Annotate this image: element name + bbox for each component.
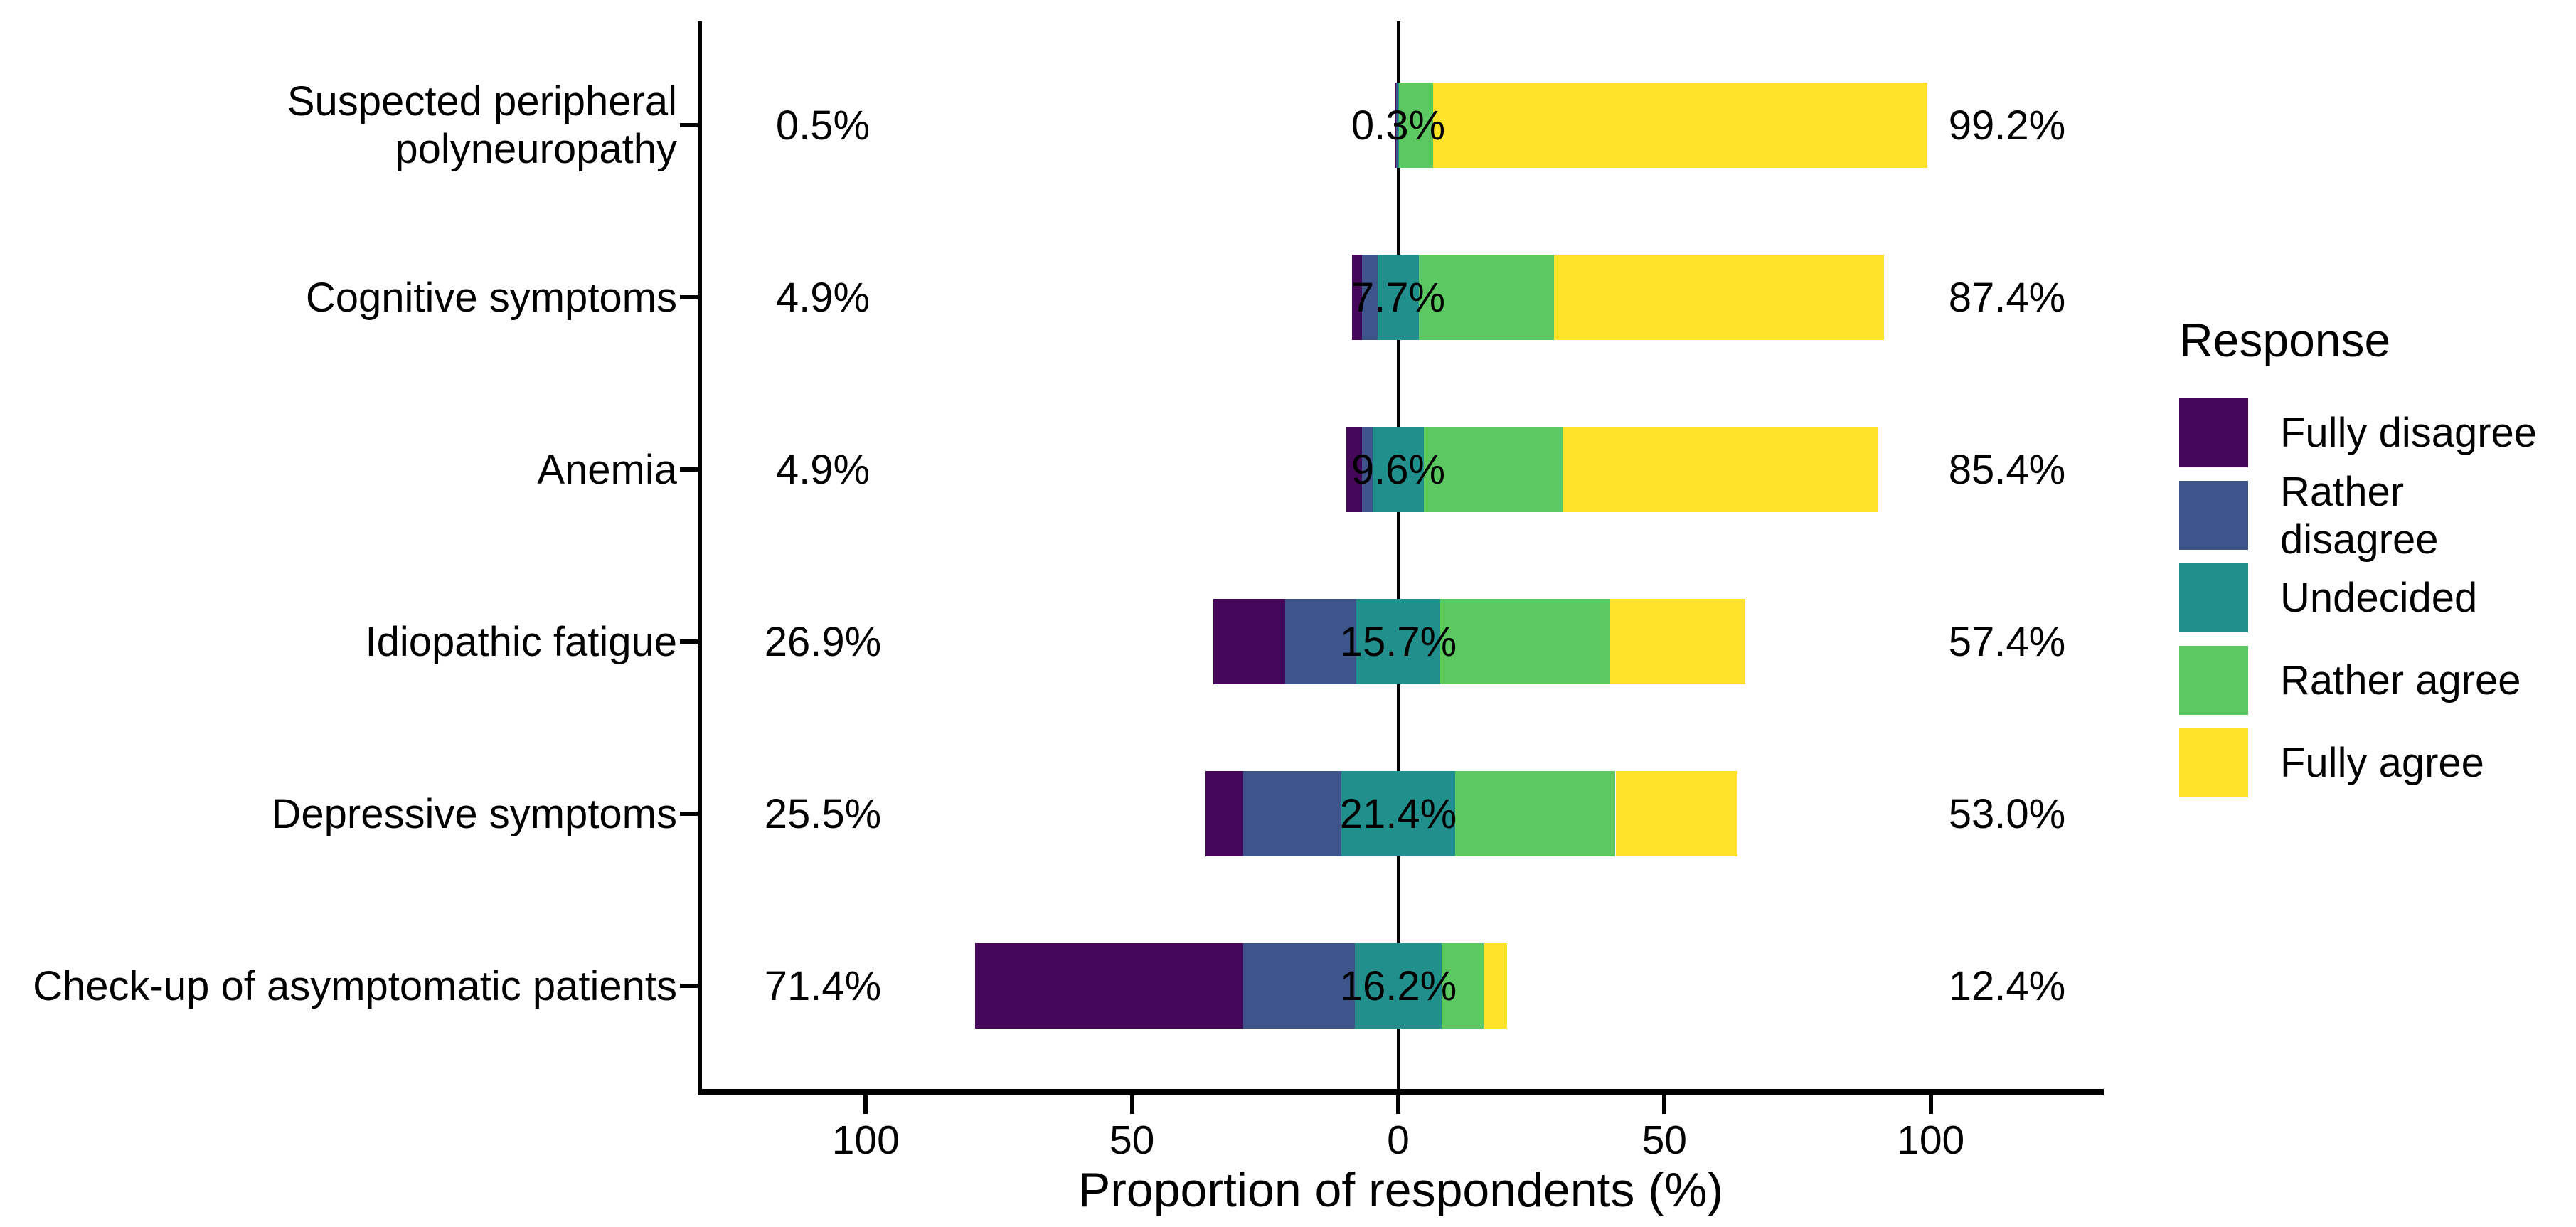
bar-segment-fully-disagree bbox=[974, 943, 1244, 1029]
right-total-label: 12.4% bbox=[1948, 962, 2066, 1009]
category-label: Idiopathic fatigue bbox=[365, 618, 677, 665]
right-total-label: 99.2% bbox=[1948, 102, 2066, 149]
undecided-label: 16.2% bbox=[1339, 962, 1457, 1009]
bar-segment-fully-disagree bbox=[1395, 83, 1397, 168]
bar-segment-undecided bbox=[1356, 599, 1440, 684]
bar-segment-fully-disagree bbox=[1351, 255, 1362, 340]
bar-segment-rather-agree bbox=[1441, 943, 1484, 1029]
category-label: Depressive symptoms bbox=[271, 790, 677, 837]
bar-segment-rather-agree bbox=[1399, 83, 1433, 168]
bar-segment-fully-disagree bbox=[1205, 771, 1244, 856]
category-label: Anemia bbox=[537, 446, 677, 493]
undecided-label: 21.4% bbox=[1339, 790, 1457, 837]
bar-segment-rather-disagree bbox=[1243, 943, 1356, 1029]
bar-segment-rather-disagree bbox=[1396, 83, 1398, 168]
bar-segment-undecided bbox=[1378, 255, 1419, 340]
legend-swatch-fully-agree bbox=[2179, 728, 2248, 797]
bar-segment-fully-agree bbox=[1563, 427, 1879, 512]
right-total-label: 87.4% bbox=[1948, 274, 2066, 321]
legend-label-fully-agree: Fully agree bbox=[2280, 740, 2484, 786]
bar-segment-rather-disagree bbox=[1362, 427, 1373, 512]
zero-reference-line bbox=[1397, 21, 1400, 1092]
y-axis-tick bbox=[680, 812, 698, 816]
y-axis-tick bbox=[680, 984, 698, 988]
bar-segment-fully-agree bbox=[1615, 771, 1737, 856]
bar-segment-rather-disagree bbox=[1284, 599, 1357, 684]
category-label: Check-up of asymptomatic patients bbox=[33, 962, 677, 1009]
left-total-label: 25.5% bbox=[764, 790, 882, 837]
bar-segment-rather-agree bbox=[1423, 427, 1563, 512]
bar-segment-fully-agree bbox=[1554, 255, 1885, 340]
legend-swatch-rather-disagree bbox=[2179, 481, 2248, 550]
x-axis-tick bbox=[1396, 1095, 1400, 1114]
x-axis-tick-label: 50 bbox=[1641, 1117, 1687, 1163]
x-axis-tick-label: 100 bbox=[831, 1117, 900, 1163]
left-total-label: 4.9% bbox=[775, 446, 871, 493]
legend-swatch-rather-agree bbox=[2179, 646, 2248, 715]
x-axis-tick bbox=[1928, 1095, 1933, 1114]
bar-segment-undecided bbox=[1355, 943, 1442, 1029]
right-total-label: 85.4% bbox=[1948, 446, 2066, 493]
left-total-label: 0.5% bbox=[775, 102, 871, 149]
bar-segment-fully-agree bbox=[1433, 83, 1927, 168]
bar-segment-undecided bbox=[1373, 427, 1424, 512]
legend-label-rather-disagree: Rather disagree bbox=[2280, 468, 2439, 563]
undecided-label: 9.6% bbox=[1351, 446, 1446, 493]
legend-title: Response bbox=[2179, 314, 2391, 366]
bar-segment-rather-disagree bbox=[1243, 771, 1341, 856]
x-axis-tick-label: 0 bbox=[1387, 1117, 1410, 1163]
category-label: Suspected peripheral polyneuropathy bbox=[287, 78, 677, 172]
right-total-label: 53.0% bbox=[1948, 790, 2066, 837]
bar-segment-rather-agree bbox=[1455, 771, 1616, 856]
y-axis-tick bbox=[680, 467, 698, 472]
bar-segment-fully-agree bbox=[1484, 943, 1508, 1029]
x-axis-tick-label: 50 bbox=[1109, 1117, 1155, 1163]
right-total-label: 57.4% bbox=[1948, 618, 2066, 665]
x-axis-tick bbox=[1662, 1095, 1667, 1114]
y-axis-tick bbox=[680, 295, 698, 299]
bar-segment-rather-agree bbox=[1418, 255, 1554, 340]
x-axis-line bbox=[698, 1089, 2104, 1095]
y-axis-tick bbox=[680, 639, 698, 644]
x-axis-tick bbox=[863, 1095, 868, 1114]
legend-swatch-fully-disagree bbox=[2179, 398, 2248, 467]
legend-label-rather-agree: Rather agree bbox=[2280, 657, 2521, 703]
x-axis-title: Proportion of respondents (%) bbox=[1077, 1163, 1724, 1217]
legend-label-undecided: Undecided bbox=[2280, 575, 2478, 621]
undecided-label: 15.7% bbox=[1339, 618, 1457, 665]
x-axis-tick-label: 100 bbox=[1897, 1117, 1965, 1163]
bar-segment-undecided bbox=[1341, 771, 1456, 856]
bar-segment-fully-disagree bbox=[1346, 427, 1363, 512]
bar-segment-undecided bbox=[1397, 83, 1400, 168]
x-axis-tick bbox=[1129, 1095, 1134, 1114]
left-total-label: 4.9% bbox=[775, 274, 871, 321]
y-axis-tick bbox=[680, 123, 698, 127]
bar-segment-rather-disagree bbox=[1361, 255, 1378, 340]
left-total-label: 71.4% bbox=[764, 962, 882, 1009]
bar-segment-fully-disagree bbox=[1213, 599, 1285, 684]
left-total-label: 26.9% bbox=[764, 618, 882, 665]
y-axis-line bbox=[698, 21, 702, 1095]
category-label: Cognitive symptoms bbox=[305, 274, 677, 321]
bar-segment-fully-agree bbox=[1609, 599, 1746, 684]
legend-label-fully-disagree: Fully disagree bbox=[2280, 410, 2538, 456]
undecided-label: 0.3% bbox=[1351, 102, 1446, 149]
bar-segment-rather-agree bbox=[1439, 599, 1610, 684]
undecided-label: 7.7% bbox=[1351, 274, 1446, 321]
legend-swatch-undecided bbox=[2179, 563, 2248, 632]
